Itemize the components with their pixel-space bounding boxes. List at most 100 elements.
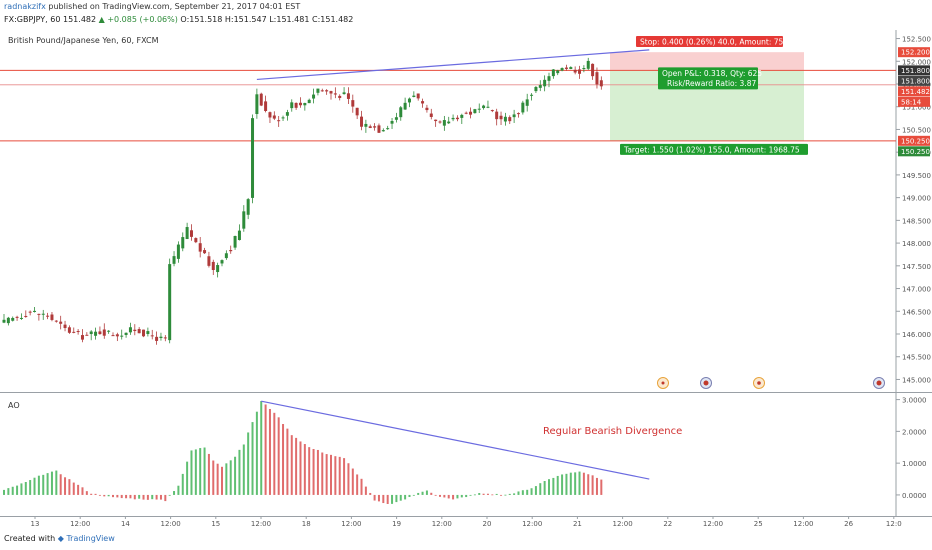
candle-body [198,243,202,252]
chart-canvas[interactable]: 152.500152.000151.500151.000150.500150.0… [0,0,932,534]
y-tick-label: 152.500 [902,36,931,44]
ao-bar [260,401,263,495]
candle-body [15,316,19,318]
ao-bar [330,454,332,495]
ao-bar [59,474,62,495]
y-tick-label: 149.500 [902,172,931,180]
author-name[interactable]: radnakzifx [4,2,46,11]
ao-bar [290,435,293,495]
ao-bar [229,460,232,495]
ao-bar [55,470,58,495]
candle-body [394,117,398,120]
candle-body [551,69,555,77]
ao-bar [216,463,219,495]
tradingview-logo-icon[interactable]: ◆ [57,534,64,543]
candle-body [534,87,538,92]
ao-bar [268,409,271,495]
candle-body [477,108,481,110]
ao-bar [377,494,380,502]
ao-bar [343,458,346,495]
rr-label: Risk/Reward Ratio: 3.87 [667,79,756,88]
candle-body [469,111,473,115]
candle-body [434,119,438,122]
candle-body [41,313,45,315]
ao-bar [434,494,437,496]
candle-body [89,331,93,335]
candle-body [547,76,551,81]
candle-body [137,329,141,334]
ao-bar [500,494,503,496]
symbol-name: FX:GBPJPY, 60 [4,15,61,24]
y-tick-label: 149.000 [902,195,931,203]
price-pane[interactable]: 152.500152.000151.500151.000150.500150.0… [0,36,931,385]
ao-bar [443,494,446,498]
x-tick-label: 18 [302,520,311,528]
candle-body [530,94,534,96]
ao-bar [295,437,298,495]
event-dot-icon [661,381,665,385]
ao-bar [264,404,267,495]
candle-body [172,256,176,264]
ao-bar [356,474,359,495]
candle-body [163,337,167,339]
ao-bar [369,492,372,495]
ao-bar [439,494,441,497]
ao-bar [120,494,123,499]
ao-bar [548,479,550,495]
candle-body [578,69,582,74]
candle-body [6,317,10,324]
ao-bar [234,456,237,495]
price-tag-box [898,86,930,97]
ao-bar [125,494,128,499]
candle-body [355,107,359,116]
candle-body [307,99,311,104]
tradingview-brand[interactable]: TradingView [66,534,115,543]
x-tick-label: 20 [483,520,492,528]
candle-body [403,102,407,110]
publish-info: published on TradingView.com, September … [48,2,301,11]
time-axis: 13 12:00 14 12:00 15 12:00 18 12:00 19 12:00 20 12:… [31,516,902,528]
ao-bar [251,422,254,495]
ao-bar [186,461,189,495]
ao-bar [72,482,75,495]
ao-bar [574,472,577,495]
price-change: +0.085 (+0.06%) [107,15,178,24]
ao-pane[interactable]: 3.0000 2.0000 1.0000 0.0000 Regular Bearish … [3,397,927,504]
ao-bar [517,491,520,495]
candle-body [24,315,28,317]
price-tag: 150.250 [901,137,930,145]
candle-body [442,120,446,126]
candle-body [338,95,342,98]
ao-bar [273,412,276,495]
candle-body [259,93,263,106]
candle-body [246,199,250,215]
x-tick-label: 12:00 [70,520,90,528]
candle-body [342,92,346,95]
ao-bar [386,494,389,504]
candle-body [333,93,337,95]
candle-body [54,320,58,322]
candle-body [368,126,372,129]
candle-body [573,69,577,73]
ao-bar [7,488,10,495]
divergence-annotation: Regular Bearish Divergence [543,426,682,437]
candle-body [268,112,272,118]
ao-bar [478,493,481,495]
candle-body [320,90,324,92]
price-tag: 151.800 [901,67,930,75]
candle-body [290,102,294,109]
y-tick-label: 145.000 [902,376,931,384]
candle-body [80,335,84,340]
change-up-icon: ▲ [98,15,105,24]
candle-body [224,253,228,259]
ao-bar [395,494,398,503]
chart-header: radnakzifx published on TradingView.com,… [0,0,932,34]
candle-body [464,112,468,114]
flag-center-icon [703,380,709,386]
candle-body [115,334,119,337]
ao-bar [238,449,241,495]
ao-bar [247,432,250,495]
ao-tick-label: 0.0000 [902,492,927,500]
event-markers[interactable] [657,377,885,389]
main-chart-title: British Pound/Japanese Yen, 60, FXCM [8,36,159,45]
